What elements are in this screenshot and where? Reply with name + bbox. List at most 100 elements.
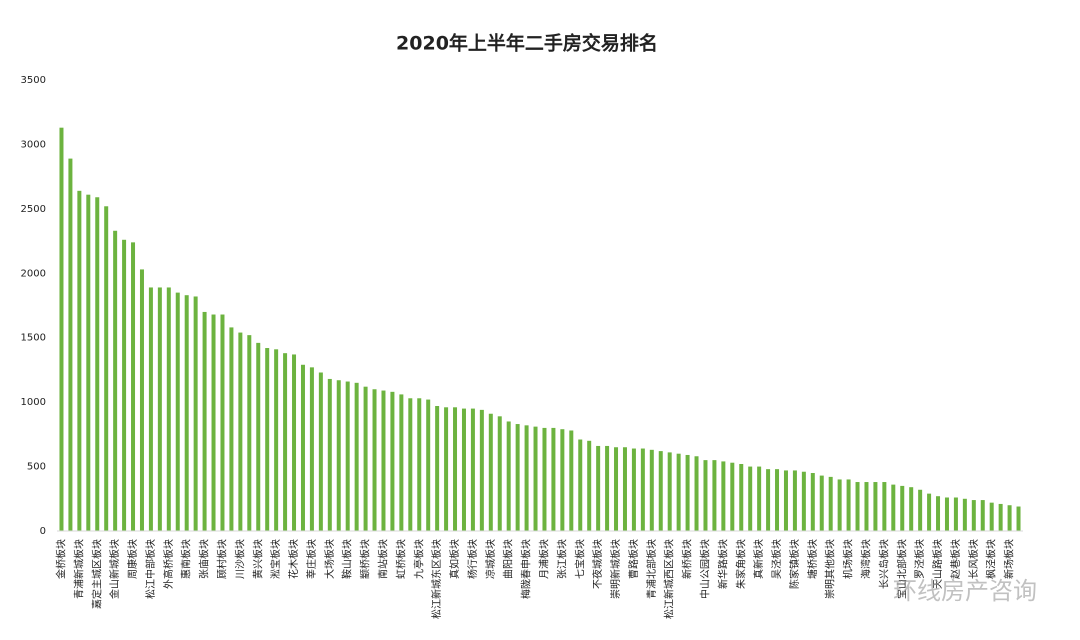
- x-tick-label: 虹桥板块: [394, 539, 407, 579]
- bar: [220, 314, 225, 531]
- bar: [229, 327, 234, 531]
- x-tick-label: 海湾板块: [859, 539, 872, 579]
- watermark: 环线房产咨询: [893, 577, 1037, 605]
- y-tick-label: 3500: [21, 75, 46, 86]
- bar: [444, 407, 449, 531]
- x-tick-label: 嘉定主城区板块: [90, 539, 103, 609]
- bar: [265, 348, 270, 531]
- bar: [649, 449, 654, 531]
- bar: [927, 493, 932, 531]
- bar: [864, 482, 869, 531]
- bar: [542, 427, 547, 531]
- x-tick-label: 真新板块: [752, 539, 765, 579]
- bar: [694, 456, 699, 531]
- bar: [113, 230, 118, 531]
- x-tick-label: 朱家角板块: [734, 539, 747, 589]
- bar: [640, 448, 645, 531]
- bar: [95, 197, 100, 531]
- bar: [667, 452, 672, 531]
- bar: [363, 386, 368, 531]
- x-tick-label: 黄兴板块: [251, 539, 264, 579]
- x-tick-label: 莘庄板块: [305, 539, 318, 579]
- bar: [605, 445, 610, 531]
- bar: [336, 380, 341, 531]
- bar: [488, 413, 493, 531]
- bar: [855, 482, 860, 531]
- bar: [68, 158, 73, 532]
- bar: [202, 311, 207, 531]
- bar: [560, 429, 565, 531]
- bar: [837, 479, 842, 531]
- bar: [417, 398, 422, 531]
- x-tick-label: 川沙板块: [233, 539, 246, 579]
- bar: [998, 503, 1003, 531]
- x-tick-label: 松江中部板块: [144, 539, 157, 599]
- bar: [193, 296, 198, 531]
- bar: [408, 398, 413, 531]
- x-tick-label: 周康板块: [126, 539, 139, 579]
- x-tick-label: 月浦板块: [537, 539, 550, 579]
- bar: [506, 421, 511, 531]
- x-tick-label: 曲阳板块: [502, 539, 515, 579]
- bar: [614, 447, 619, 531]
- bar: [515, 424, 520, 531]
- bar: [399, 394, 404, 531]
- bar: [721, 461, 726, 531]
- bar: [685, 454, 690, 531]
- bar: [524, 425, 529, 531]
- x-tick-label: 崇明新城板块: [609, 539, 622, 599]
- bar: [247, 335, 252, 531]
- x-tick-label: 枫泾板块: [985, 539, 998, 579]
- x-tick-label: 金桥板块: [54, 539, 67, 579]
- x-tick-label: 颛桥板块: [359, 539, 372, 579]
- bar: [157, 287, 162, 531]
- bar: [748, 466, 753, 531]
- bar: [86, 194, 91, 531]
- bar: [122, 239, 127, 532]
- bar: [792, 470, 797, 531]
- y-tick-label: 3000: [21, 139, 46, 150]
- bar: [104, 206, 109, 531]
- bar: [1016, 506, 1021, 531]
- bar: [292, 354, 297, 531]
- x-tick-label: 淞宝板块: [269, 539, 282, 579]
- x-tick-label: 梅陇春申板块: [520, 539, 533, 599]
- bar: [238, 332, 243, 531]
- bar: [587, 440, 592, 531]
- bar: [810, 473, 815, 531]
- x-tick-label: 天山路板块: [931, 539, 944, 589]
- bar: [372, 389, 377, 531]
- x-tick-label: 张庙板块: [198, 539, 211, 579]
- bar: [712, 460, 717, 531]
- bar: [300, 364, 305, 531]
- bar: [739, 463, 744, 531]
- bar: [175, 292, 180, 531]
- bar: [381, 390, 386, 531]
- bar: [703, 460, 708, 531]
- y-tick-label: 0: [40, 526, 46, 537]
- bar: [59, 127, 64, 532]
- y-tick-label: 500: [27, 462, 46, 473]
- x-tick-label: 新桥板块: [681, 539, 694, 579]
- bar: [1007, 505, 1012, 531]
- bar: [148, 287, 153, 531]
- bar: [354, 382, 359, 531]
- bar: [131, 242, 136, 532]
- bar: [676, 453, 681, 531]
- bar: [622, 447, 627, 531]
- bar: [909, 487, 914, 531]
- bar: [139, 269, 144, 531]
- x-tick-label: 顾村板块: [215, 539, 228, 579]
- x-tick-label: 九亭板块: [412, 539, 425, 579]
- x-tick-label: 塘桥板块: [806, 539, 819, 579]
- bar: [819, 475, 824, 531]
- x-tick-label: 张江板块: [555, 539, 568, 579]
- x-tick-label: 大场板块: [323, 539, 336, 579]
- bar: [533, 426, 538, 531]
- bar: [453, 407, 458, 531]
- x-tick-label: 七宝板块: [573, 539, 586, 579]
- bar: [730, 462, 735, 531]
- x-tick-label: 外高桥板块: [162, 539, 175, 589]
- bar: [766, 469, 771, 531]
